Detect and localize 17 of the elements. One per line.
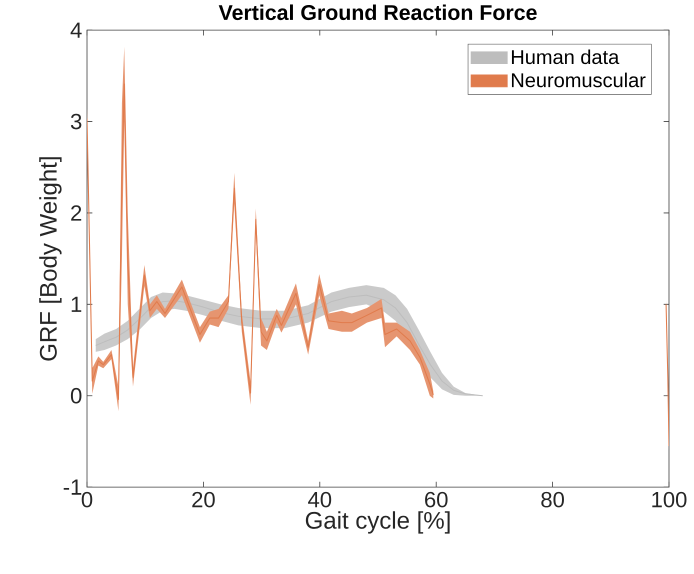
y-tick-label: -1: [64, 479, 82, 495]
x-tick-label: 60: [425, 492, 448, 508]
x-tick-label: 20: [192, 492, 215, 508]
chart-title: Vertical Ground Reaction Force: [218, 4, 537, 20]
y-tick-label: 0: [70, 388, 82, 404]
x-tick-label: 80: [541, 492, 564, 508]
y-tick-label: 3: [70, 114, 82, 130]
x-axis-title: Gait cycle [%]: [306, 511, 450, 534]
x-tick-label: 0: [82, 492, 92, 508]
x-tick-label: 100: [652, 492, 686, 508]
legend-label: Neuromuscular: [512, 72, 646, 88]
legend-label: Human data: [512, 49, 620, 64]
y-axis-title: GRF [Body Weight]: [39, 157, 62, 361]
y-tick-label: 1: [72, 296, 82, 312]
x-tick-label: 40: [308, 492, 332, 508]
y-tick-label: 4: [70, 22, 82, 38]
y-tick-label: 2: [71, 205, 82, 221]
